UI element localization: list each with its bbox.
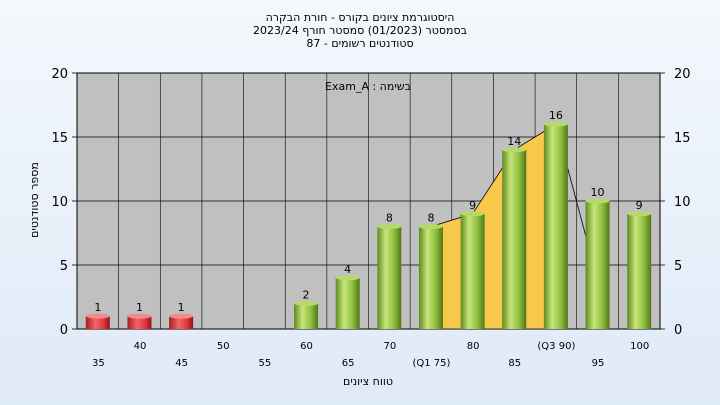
chart-annotation: בשימה : Exam_A <box>325 80 411 93</box>
bar-value-labels: 1 1 1 2 4 8 8 9 14 16 10 9 <box>94 109 642 314</box>
x-tick-label: (Q3 90) <box>537 341 575 352</box>
x-tick-label: 100 <box>630 341 649 352</box>
bar-top-60 <box>294 300 319 306</box>
y-tick-right: 10 <box>674 195 691 210</box>
bar-top-65 <box>335 275 360 281</box>
y-tick-left: 10 <box>51 195 68 210</box>
bar-value-label: 1 <box>94 301 101 314</box>
bar-value-label: 4 <box>344 263 351 276</box>
bar-value-label: 2 <box>303 288 310 301</box>
bar-95 <box>585 201 610 329</box>
x-tick-label: 55 <box>259 358 272 369</box>
bar-value-label: 9 <box>469 199 476 212</box>
bar-value-label: 14 <box>507 135 521 148</box>
bar-value-label: 9 <box>636 199 643 212</box>
bar-65 <box>335 277 360 329</box>
bar-top-45 <box>169 313 194 319</box>
bar-85 <box>502 149 527 329</box>
bar-top-80 <box>460 211 485 217</box>
y-axis-label: מספר סטודנטים <box>28 162 41 238</box>
y-tick-left: 20 <box>51 67 68 82</box>
bar-top-(Q3 90) <box>543 121 568 127</box>
bar-80 <box>460 213 485 329</box>
x-tick-label: 65 <box>342 358 355 369</box>
x-tick-label: 70 <box>383 341 396 352</box>
chart-title-line-3: סטודנטים רשומים - 87 <box>306 37 414 50</box>
y-tick-right: 20 <box>674 67 691 82</box>
y-tick-left: 0 <box>60 323 68 338</box>
bar-value-label: 1 <box>178 301 185 314</box>
x-tick-label: 60 <box>300 341 313 352</box>
bar-60 <box>294 303 319 329</box>
bar-value-label: 16 <box>549 109 563 122</box>
bar-100 <box>627 213 652 329</box>
bar-top-35 <box>85 313 110 319</box>
x-tick-label: 85 <box>508 358 521 369</box>
x-tick-label: 95 <box>592 358 605 369</box>
bar-top-(Q1 75) <box>418 224 443 230</box>
bar-top-70 <box>377 224 402 230</box>
chart-title-line-1: היסטוגרמת ציונים בקורס - חורת הבקרה <box>265 11 455 24</box>
bar-value-label: 10 <box>591 186 605 199</box>
bar-40 <box>127 316 152 329</box>
bar-35 <box>85 316 110 329</box>
x-tick-label: 35 <box>92 358 105 369</box>
y-tick-right: 5 <box>674 259 682 274</box>
x-tick-label: 45 <box>175 358 188 369</box>
x-tick-label: (Q1 75) <box>412 358 450 369</box>
bar-top-40 <box>127 313 152 319</box>
bar-top-85 <box>502 147 527 153</box>
bar-(Q1 75) <box>418 226 443 329</box>
x-axis-label: טווח ציונים <box>343 375 393 388</box>
y-tick-right: 15 <box>674 131 691 146</box>
bar-70 <box>377 226 402 329</box>
bar-45 <box>169 316 194 329</box>
bar-(Q3 90) <box>543 124 568 329</box>
bar-top-95 <box>585 198 610 204</box>
y-tick-left: 15 <box>51 131 68 146</box>
chart-title-line-2: בסמסטר (01/2023) סמסטר חורף 2023/24 <box>253 24 467 37</box>
bar-value-label: 1 <box>136 301 143 314</box>
y-tick-right: 0 <box>674 323 682 338</box>
x-tick-label: 80 <box>467 341 480 352</box>
y-tick-left: 5 <box>60 259 68 274</box>
bar-value-label: 8 <box>427 212 434 225</box>
x-tick-label: 50 <box>217 341 230 352</box>
gridlines <box>76 72 661 330</box>
x-tick-label: 40 <box>134 341 147 352</box>
bar-top-100 <box>627 211 652 217</box>
bars <box>85 121 652 329</box>
bar-value-label: 8 <box>386 212 393 225</box>
